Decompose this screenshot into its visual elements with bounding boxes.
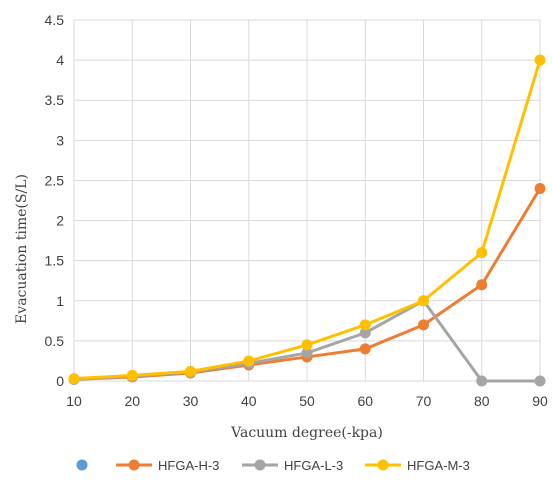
y-tick-label: 0.5 — [45, 333, 65, 349]
x-tick-label: 70 — [416, 393, 432, 409]
y-tick-label: 4 — [56, 52, 64, 68]
y-tick-label: 1.5 — [45, 253, 65, 269]
legend-label: HFGA-M-3 — [407, 458, 470, 473]
series-hfga-m-3 — [68, 54, 546, 385]
data-point — [243, 355, 255, 367]
y-axis-label: Evacuation time(S/L) — [14, 174, 30, 324]
x-tick-label: 60 — [357, 393, 373, 409]
legend-label: HFGA-L-3 — [284, 458, 343, 473]
data-point — [418, 319, 429, 331]
x-tick-label: 90 — [532, 393, 548, 409]
data-point — [476, 247, 488, 259]
data-point — [68, 373, 80, 385]
data-point — [359, 327, 371, 339]
y-tick-labels: 0 0.5 1 1.5 2 2.5 3 3.5 4 4.5 — [45, 12, 65, 389]
x-tick-label: 80 — [474, 393, 490, 409]
x-tick-label: 40 — [241, 393, 257, 409]
legend-marker — [128, 459, 140, 471]
grid-lines — [73, 19, 541, 382]
x-tick-label: 10 — [66, 393, 82, 409]
data-point — [359, 343, 371, 355]
y-tick-label: 3.5 — [45, 92, 65, 108]
data-point — [185, 365, 196, 377]
y-tick-label: 2 — [56, 213, 64, 229]
x-tick-labels: 10 20 30 40 50 60 70 80 90 — [66, 393, 548, 409]
data-point — [126, 369, 138, 381]
data-point — [476, 279, 488, 291]
x-tick-label: 30 — [183, 393, 199, 409]
legend-marker — [254, 459, 266, 471]
data-point — [476, 375, 488, 387]
x-axis-label: Vacuum degree(-kpa) — [230, 425, 383, 441]
y-tick-label: 3 — [56, 132, 64, 148]
data-point — [534, 182, 546, 194]
y-tick-label: 4.5 — [45, 12, 65, 28]
data-point — [418, 295, 429, 307]
data-point — [301, 339, 313, 351]
legend-label: HFGA-H-3 — [158, 458, 219, 473]
series-group — [68, 54, 546, 387]
y-tick-label: 2.5 — [45, 172, 65, 188]
data-point — [301, 347, 313, 359]
y-tick-label: 1 — [56, 293, 64, 309]
data-point — [534, 375, 546, 387]
data-point — [534, 54, 546, 66]
legend-marker — [377, 459, 389, 471]
legend-marker — [76, 459, 88, 471]
y-tick-label: 0 — [56, 373, 64, 389]
data-point — [359, 319, 371, 331]
x-tick-label: 20 — [124, 393, 140, 409]
legend: HFGA-H-3 HFGA-L-3 HFGA-M-3 — [76, 458, 470, 473]
x-tick-label: 50 — [299, 393, 315, 409]
